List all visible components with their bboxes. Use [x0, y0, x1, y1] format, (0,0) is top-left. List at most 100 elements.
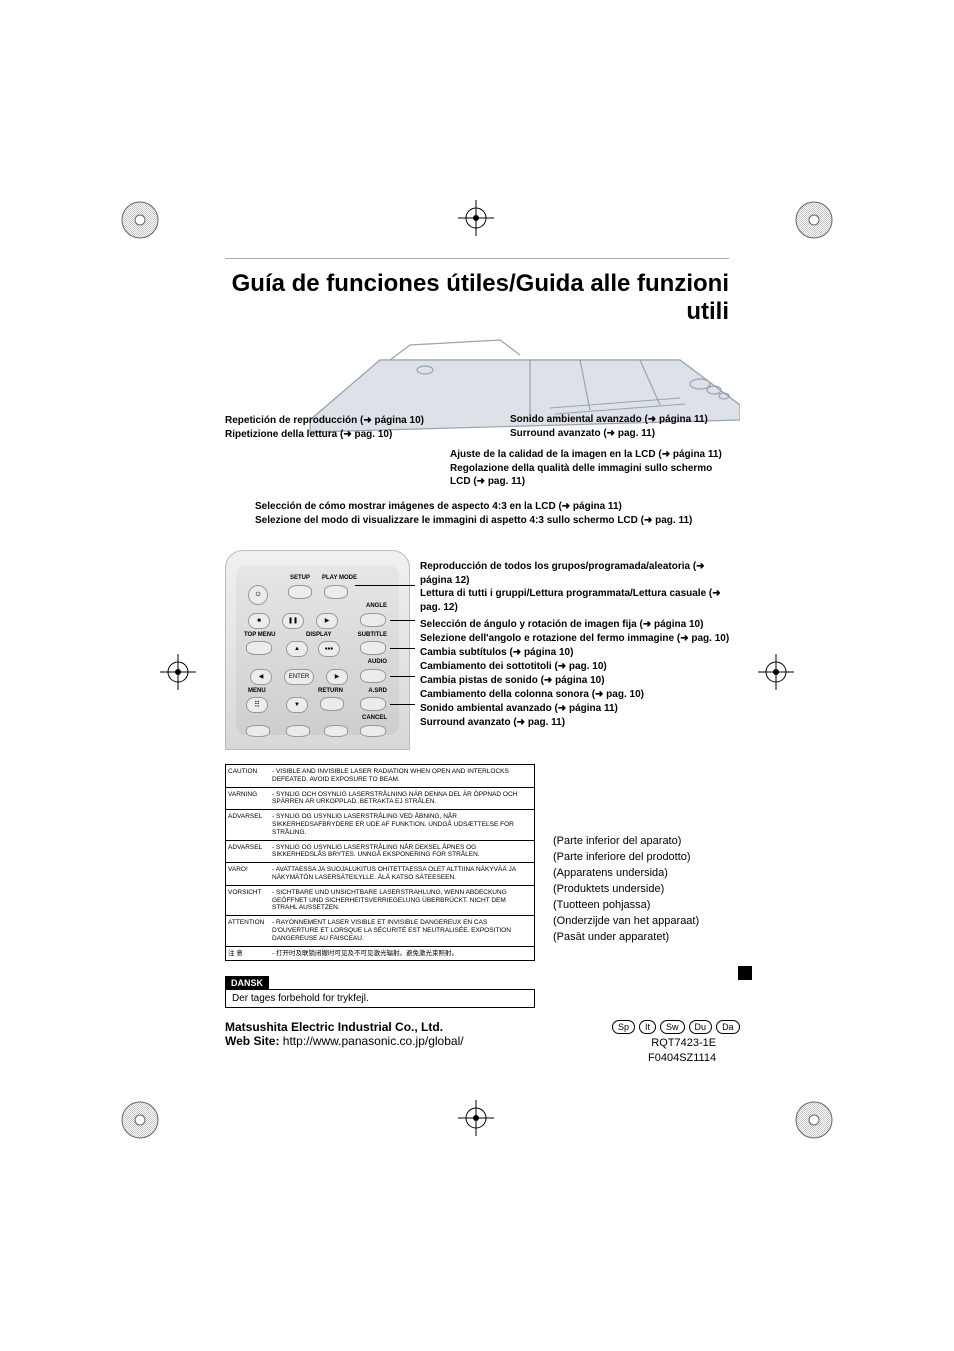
remote-label: MENU — [248, 688, 266, 694]
menu-button: ⠿ — [246, 697, 268, 713]
warning-text: - SICHTBARE UND UNSICHTBARE LASERSTRAHLU… — [270, 886, 534, 915]
play-button-icon: ▶ — [316, 613, 338, 629]
reg-mark-icon — [120, 200, 160, 240]
remote-label: RETURN — [318, 688, 343, 694]
warning-text: - SYNLIG OG USYNLIG LASERSTRÅLING NÅR DE… — [270, 841, 534, 863]
callout-text-it: Cambiamento della colonna sonora (➜ pag.… — [420, 688, 730, 702]
callout-text-it: Ripetizione della lettura (➜ pag. 10) — [225, 428, 425, 442]
warning-row: ATTENTION- RAYONNEMENT LASER VISIBLE ET … — [226, 916, 534, 946]
leader-line — [390, 648, 415, 649]
down-button-icon: ▼ — [286, 697, 308, 713]
remote-label: DISPLAY — [306, 632, 331, 638]
callout-asrd: Sonido ambiental avanzado (➜ página 11) … — [420, 702, 730, 729]
callout-audio: Cambia pistas de sonido (➜ página 10) Ca… — [420, 674, 730, 701]
warning-row: VARO!- AVATTAESSA JA SUOJALUKITUS OHITET… — [226, 863, 534, 886]
doc-code: F0404SZ1114 — [648, 1051, 716, 1066]
callout-subtitle: Cambia subtítulos (➜ página 10) Cambiame… — [420, 646, 730, 673]
up-button-icon: ▲ — [286, 641, 308, 657]
remote-label: CANCEL — [362, 715, 387, 721]
warning-label: VARO! — [226, 863, 270, 885]
callout-text-es: Cambia subtítulos (➜ página 10) — [420, 646, 730, 660]
remote-label: TOP MENU — [244, 632, 275, 638]
cancel-button — [360, 725, 386, 737]
edge-marker-icon — [738, 966, 752, 980]
warning-label: ATTENTION — [226, 916, 270, 945]
remote-label: A.SRD — [368, 688, 387, 694]
laser-warning-table: CAUTION- VISIBLE AND INVISIBLE LASER RAD… — [225, 764, 535, 961]
warning-row: ADVARSEL- SYNLIG OG USYNLIG LASERSTRÅLIN… — [226, 841, 534, 864]
location-item: (Parte inferiore del prodotto) — [553, 850, 699, 866]
warning-label: VARNING — [226, 788, 270, 810]
rule-line — [225, 258, 729, 259]
remote-label: SETUP — [290, 575, 310, 581]
warning-text: - SYNLIG OCH OSYNLIG LASERSTRÅLNING NÄR … — [270, 788, 534, 810]
leader-line — [390, 676, 415, 677]
warning-label: VORSICHT — [226, 886, 270, 915]
callout-text-it: Selezione dell'angolo e rotazione del fe… — [420, 632, 740, 646]
dansk-note: Der tages forbehold for trykfejl. — [225, 989, 535, 1008]
remote-illustration: SETUP PLAY MODE ⏻ ANGLE ■ ❚❚ ▶ TOP MENU … — [225, 550, 410, 750]
warning-row: ADVARSEL- SYNLIG OG USYNLIG LASERSTRÅLIN… — [226, 810, 534, 840]
callout-text-es: Sonido ambiental avanzado (➜ página 11) — [420, 702, 730, 716]
location-item: (Tuotteen pohjassa) — [553, 898, 699, 914]
callout-repeat: Repetición de reproducción (➜ página 10)… — [225, 414, 425, 441]
power-button-icon: ⏻ — [248, 585, 268, 605]
warning-label: CAUTION — [226, 765, 270, 787]
callout-text-it: Surround avanzato (➜ pag. 11) — [510, 427, 730, 441]
remote-label: ANGLE — [366, 603, 387, 609]
stop-button-icon: ■ — [248, 613, 270, 629]
warning-text: - 打开时及联锁闭撤时可见及不可见激光辐射。避免激光束照射。 — [270, 947, 534, 961]
reg-mark-icon — [794, 200, 834, 240]
callout-text-it: Surround avanzato (➜ pag. 11) — [420, 716, 730, 730]
callout-text-es: Selección de cómo mostrar imágenes de as… — [255, 500, 715, 514]
crosshair-icon — [758, 654, 794, 690]
remote-button — [324, 725, 348, 737]
location-item: (Pasāt under apparatet) — [553, 930, 699, 946]
crosshair-icon — [160, 654, 196, 690]
location-list: (Parte inferior del aparato)(Parte infer… — [553, 834, 699, 946]
topmenu-button — [246, 641, 272, 655]
warning-row: CAUTION- VISIBLE AND INVISIBLE LASER RAD… — [226, 765, 534, 788]
location-item: (Onderzijde van het apparaat) — [553, 914, 699, 930]
warning-row: 注 意- 打开时及联锁闭撤时可见及不可见激光辐射。避免激光束照射。 — [226, 947, 534, 961]
callout-aspect: Selección de cómo mostrar imágenes de as… — [255, 500, 715, 527]
callout-text-es: Cambia pistas de sonido (➜ página 10) — [420, 674, 730, 688]
lang-pill: Da — [716, 1020, 740, 1034]
warning-text: - VISIBLE AND INVISIBLE LASER RADIATION … — [270, 765, 534, 787]
lang-pill: Du — [689, 1020, 713, 1034]
remote-label: SUBTITLE — [358, 632, 387, 638]
location-item: (Produktets underside) — [553, 882, 699, 898]
pause-button-icon: ❚❚ — [282, 613, 304, 629]
footer-company: Matsushita Electric Industrial Co., Ltd.… — [225, 1020, 464, 1048]
return-button — [320, 697, 344, 711]
display-button: ▪▪▪ — [318, 641, 340, 657]
warning-label: ADVARSEL — [226, 810, 270, 839]
leader-line — [355, 585, 415, 586]
remote-label: PLAY MODE — [322, 575, 357, 581]
callout-surround-top: Sonido ambiental avanzado (➜ página 11) … — [510, 413, 730, 440]
warning-text: - AVATTAESSA JA SUOJALUKITUS OHITETTAESS… — [270, 863, 534, 885]
remote-button — [246, 725, 270, 737]
dansk-tag: DANSK — [225, 976, 269, 990]
callout-text-it: Lettura di tutti i gruppi/Lettura progra… — [420, 587, 730, 614]
asrd-button — [360, 697, 386, 711]
company-name: Matsushita Electric Industrial Co., Ltd. — [225, 1020, 443, 1034]
warning-row: VORSICHT- SICHTBARE UND UNSICHTBARE LASE… — [226, 886, 534, 916]
warning-row: VARNING- SYNLIG OCH OSYNLIG LASERSTRÅLNI… — [226, 788, 534, 811]
setup-button — [288, 585, 312, 599]
website-url: http://www.panasonic.co.jp/global/ — [283, 1034, 464, 1048]
callout-text-es: Reproducción de todos los grupos/program… — [420, 560, 730, 587]
leader-line — [390, 704, 415, 705]
subtitle-button — [360, 641, 386, 655]
warning-text: - SYNLIG OG USYNLIG LASERSTRÅLING VED ÅB… — [270, 810, 534, 839]
warning-text: - RAYONNEMENT LASER VISIBLE ET INVISIBLE… — [270, 916, 534, 945]
callout-text-it: Selezione del modo di visualizzare le im… — [255, 514, 715, 528]
warning-label: ADVARSEL — [226, 841, 270, 863]
callout-playmode: Reproducción de todos los grupos/program… — [420, 560, 730, 614]
callout-angle: Selección de ángulo y rotación de imagen… — [420, 618, 740, 645]
lang-pill: It — [639, 1020, 656, 1034]
audio-button — [360, 669, 386, 683]
lang-pill: Sp — [612, 1020, 635, 1034]
callout-text-it: Regolazione della qualità delle immagini… — [450, 462, 730, 489]
callout-text-es: Selección de ángulo y rotación de imagen… — [420, 618, 740, 632]
